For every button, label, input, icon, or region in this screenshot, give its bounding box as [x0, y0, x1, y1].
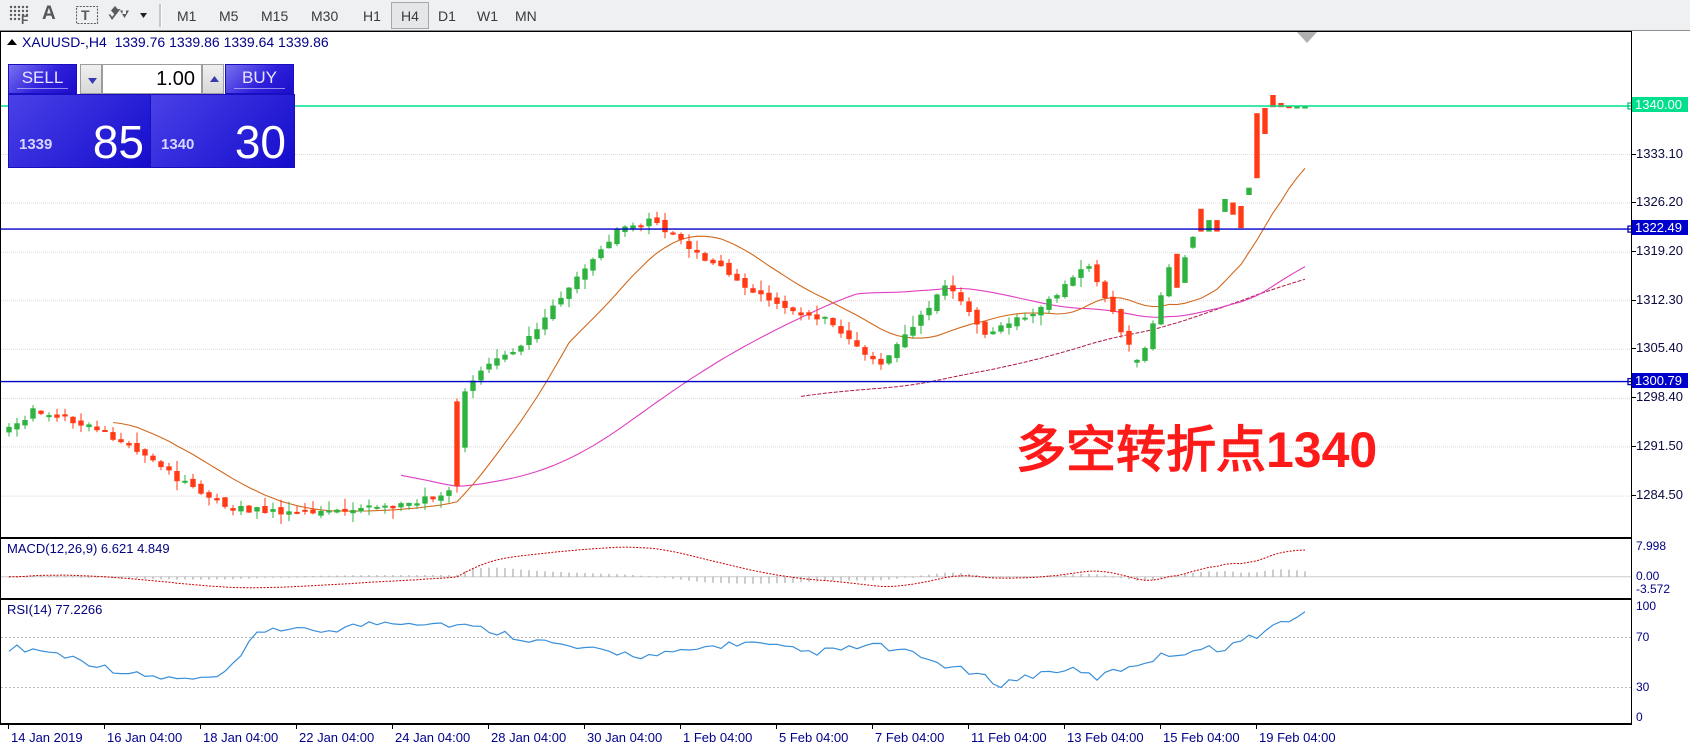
svg-text:T: T [81, 7, 90, 23]
svg-text:F: F [21, 13, 28, 27]
